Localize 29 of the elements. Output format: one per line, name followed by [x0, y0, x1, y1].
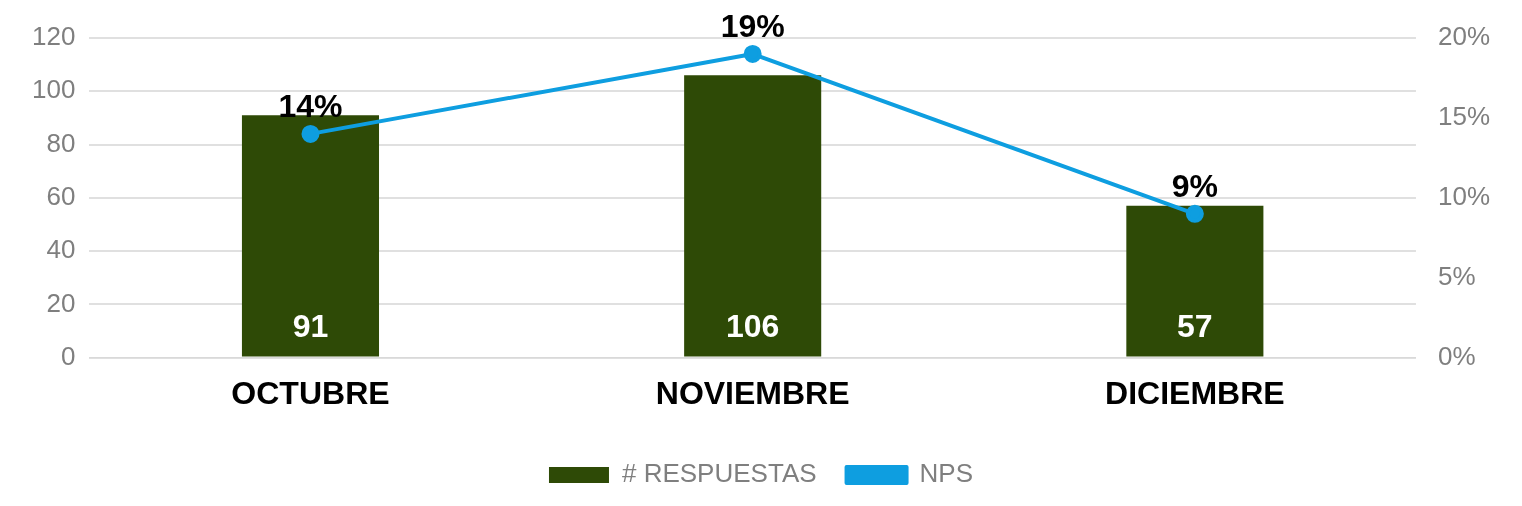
x-tick-label: DICIEMBRE [1105, 374, 1285, 411]
y2-tick-label: 5% [1437, 260, 1476, 291]
y-tick-label: 100 [31, 74, 76, 105]
bar [1126, 205, 1264, 357]
y2-tick-label: 0% [1437, 340, 1476, 371]
y-tick-label: 40 [46, 234, 76, 265]
point [301, 124, 320, 143]
x-tick-label: OCTUBRE [231, 374, 390, 411]
data-label: 106 [725, 308, 780, 345]
data-label: 9% [1171, 167, 1218, 204]
y2-tick-label: 20% [1437, 21, 1491, 52]
y-tick-label: 60 [46, 180, 76, 211]
legend-label: NPS [919, 458, 974, 489]
y2-tick-label: 10% [1437, 180, 1491, 211]
y2-tick-label: 15% [1437, 101, 1491, 132]
y-tick-label: 20 [46, 287, 76, 318]
y-tick-label: 120 [31, 21, 76, 52]
y-tick-label: 0 [60, 340, 76, 371]
data-label: 57 [1177, 308, 1213, 345]
y-tick-label: 80 [46, 127, 76, 158]
legend-label: # RESPUESTAS [621, 458, 817, 489]
data-label: 14% [278, 87, 343, 124]
data-label: 91 [292, 308, 329, 345]
point [743, 44, 762, 63]
point [1185, 204, 1204, 223]
x-tick-label: NOVIEMBRE [655, 374, 850, 411]
bar [684, 75, 822, 357]
data-label: 19% [720, 7, 785, 44]
bar [241, 115, 380, 357]
